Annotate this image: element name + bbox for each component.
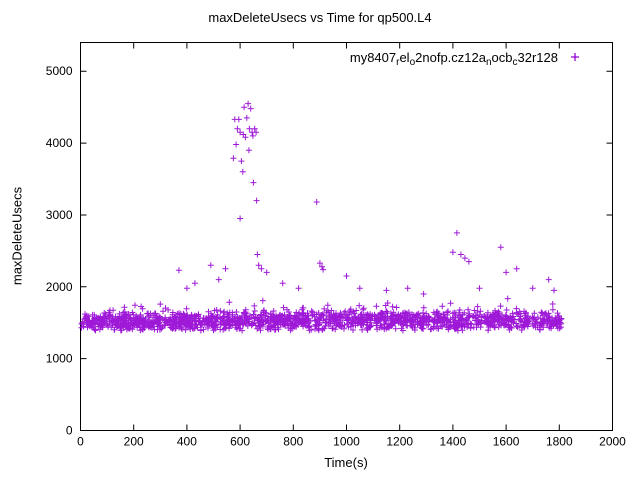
x-tick-label: 1000 <box>333 435 360 449</box>
x-tick-label: 2000 <box>599 435 626 449</box>
x-tick-label: 1600 <box>493 435 520 449</box>
y-tick-label: 3000 <box>46 208 73 222</box>
x-tick-label: 400 <box>177 435 197 449</box>
x-tick-label: 600 <box>230 435 250 449</box>
y-tick-label: 1000 <box>46 352 73 366</box>
x-tick-label: 1400 <box>440 435 467 449</box>
x-tick-label: 200 <box>124 435 144 449</box>
x-axis-label: Time(s) <box>324 455 368 470</box>
x-tick-label: 1800 <box>546 435 573 449</box>
legend-label: my8407relo2nofp.cz12anocbc32r128 <box>350 50 558 68</box>
plot-border <box>80 42 613 431</box>
data-points <box>78 100 565 334</box>
x-tick-label: 1200 <box>386 435 413 449</box>
y-tick-label: 4000 <box>46 136 73 150</box>
y-tick-label: 0 <box>66 424 73 438</box>
y-tick-label: 5000 <box>46 64 73 78</box>
y-tick-label: 2000 <box>46 280 73 294</box>
legend-marker-icon <box>571 53 579 61</box>
x-tick-label: 800 <box>283 435 303 449</box>
chart-title: maxDeleteUsecs vs Time for qp500.L4 <box>208 10 432 25</box>
x-tick-label: 0 <box>77 435 84 449</box>
axis-ticks <box>80 42 613 431</box>
